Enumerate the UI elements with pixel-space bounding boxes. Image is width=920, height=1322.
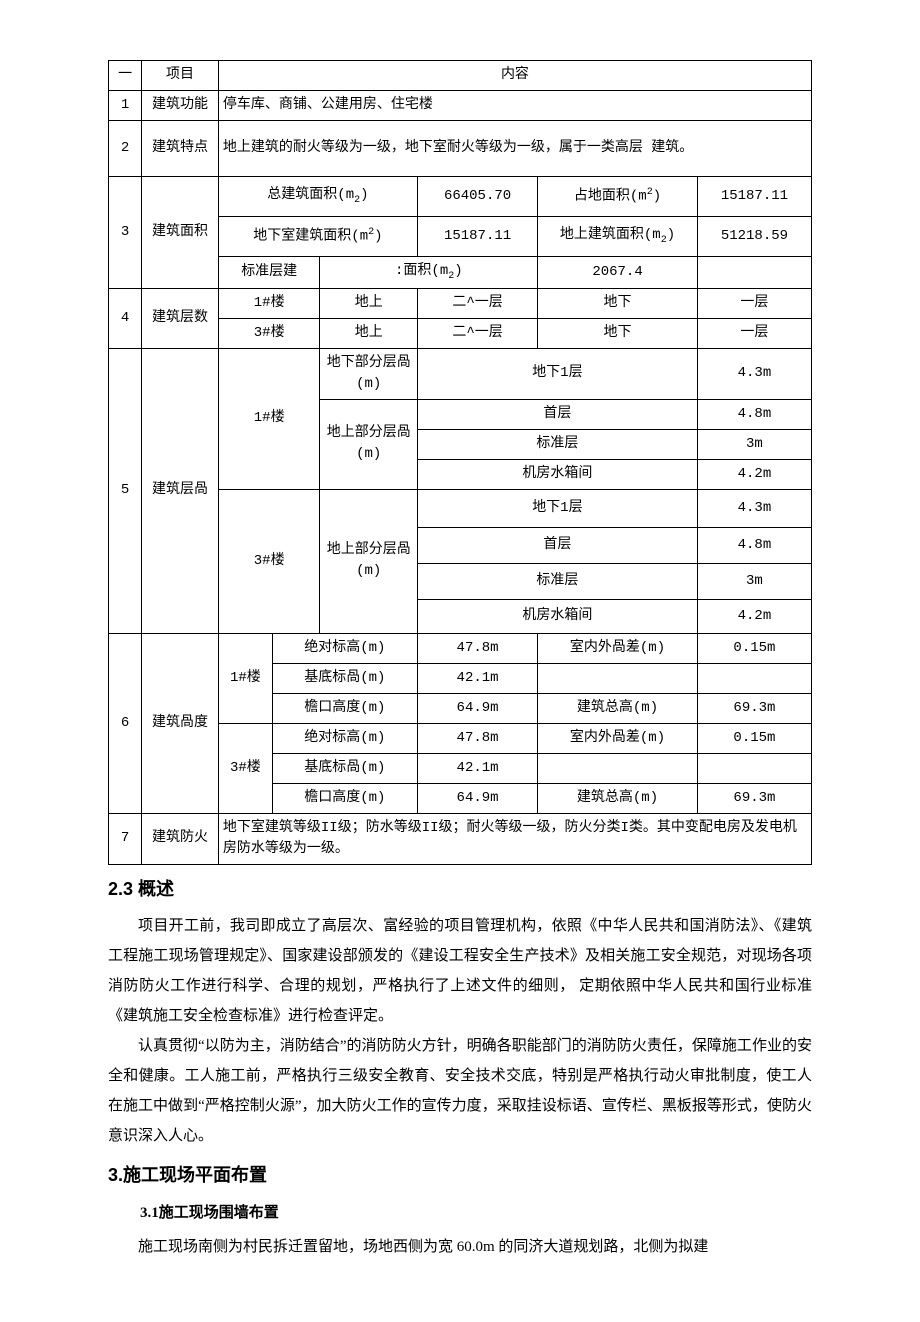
row5-b1a: 地上部分层咼(m): [320, 399, 417, 489]
row5-b3a3v: 4.2m: [697, 599, 811, 633]
row3-a1v: 66405.70: [417, 177, 537, 217]
th-seq: 一: [109, 61, 142, 91]
row6-b3r3bv: 69.3m: [697, 783, 811, 813]
row3-a3v: 2067.4: [538, 257, 698, 289]
row6-b1r3av: 64.9m: [417, 693, 537, 723]
row5-n: 5: [109, 348, 142, 633]
row3-a2l: 地下室建筑面积(m2): [218, 217, 417, 257]
row6-b3r1b: 室内外咼差(m): [538, 723, 698, 753]
row6-b1r1b: 室内外咼差(m): [538, 633, 698, 663]
row5-b1a2v: 3m: [697, 429, 811, 459]
row6-b3r2av: 42.1m: [417, 753, 537, 783]
row6-b1r2a: 基底标咼(m): [272, 663, 417, 693]
row6-b1r1bv: 0.15m: [697, 633, 811, 663]
row5-proj: 建筑层咼: [142, 348, 219, 633]
row3-a3blank: [697, 257, 811, 289]
row4-b1: 1#楼: [218, 288, 320, 318]
row6-b3r1bv: 0.15m: [697, 723, 811, 753]
building-spec-table: 一 项目 内容 1 建筑功能 停车库、商铺、公建用房、住宅楼 2 建筑特点 地上…: [108, 60, 812, 865]
row6-b1r2blank1: [538, 663, 698, 693]
row3-a2rv: 51218.59: [697, 217, 811, 257]
row3-proj: 建筑面积: [142, 177, 219, 289]
row6-b1r1av: 47.8m: [417, 633, 537, 663]
row3-n: 3: [109, 177, 142, 289]
row3-a2r: 地上建筑面积(m2): [538, 217, 698, 257]
row6-b1r3a: 檐口高度(m): [272, 693, 417, 723]
th-proj: 项目: [142, 61, 219, 91]
row4-b1v: 二^一层: [417, 288, 537, 318]
row6-n: 6: [109, 633, 142, 813]
row3-a1rv: 15187.11: [697, 177, 811, 217]
row6-b3r1av: 47.8m: [417, 723, 537, 753]
row6-b1r2av: 42.1m: [417, 663, 537, 693]
row5-b3a1: 首层: [417, 527, 697, 563]
row3-a2v: 15187.11: [417, 217, 537, 257]
row7-n: 7: [109, 813, 142, 864]
row4-b1b: 地下: [538, 288, 698, 318]
row6-b3r2blank1: [538, 753, 698, 783]
row5-b1: 1#楼: [218, 348, 320, 489]
row6-b3r1a: 绝对标高(m): [272, 723, 417, 753]
row3-a3l: 标准层建: [218, 257, 320, 289]
row5-b3a3: 机房水箱间: [417, 599, 697, 633]
row7-text: 地下室建筑等级II级；防水等级II级；耐火等级一级，防火分类I类。其中变配电房及…: [218, 813, 811, 864]
row5-b1u1: 地下1层: [417, 348, 697, 399]
row5-b3u1v: 4.3m: [697, 489, 811, 527]
row4-proj: 建筑层数: [142, 288, 219, 348]
row6-b3r3a: 檐口高度(m): [272, 783, 417, 813]
row5-b1a3: 机房水箱间: [417, 459, 697, 489]
row6-proj: 建筑咼度: [142, 633, 219, 813]
row4-b2b: 地下: [538, 318, 698, 348]
row5-b3: 3#楼: [218, 489, 320, 633]
heading-3: 3.施工现场平面布置: [108, 1161, 812, 1187]
row6-b3r3av: 64.9m: [417, 783, 537, 813]
row4-b2a: 地上: [320, 318, 417, 348]
row3-a1l: 总建筑面积(m2): [218, 177, 417, 217]
row6-b1r3bv: 69.3m: [697, 693, 811, 723]
row1-text: 停车库、商铺、公建用房、住宅楼: [218, 91, 811, 121]
row4-b2: 3#楼: [218, 318, 320, 348]
row2-n: 2: [109, 121, 142, 177]
row4-n: 4: [109, 288, 142, 348]
row5-b1a2: 标准层: [417, 429, 697, 459]
row4-b2v: 二^一层: [417, 318, 537, 348]
row6-b1r2blank2: [697, 663, 811, 693]
row5-b3a2: 标准层: [417, 563, 697, 599]
para-2-3-2: 认真贯彻“以防为主，消防结合”的消防防火方针，明确各职能部门的消防防火责任，保障…: [108, 1031, 812, 1151]
row3-a1r: 占地面积(m2): [538, 177, 698, 217]
row6-b3r2a: 基底标咼(m): [272, 753, 417, 783]
row6-b1r3b: 建筑总高(m): [538, 693, 698, 723]
row5-b1a1: 首层: [417, 399, 697, 429]
heading-3-1: 3.1施工现场围墙布置: [140, 1201, 812, 1222]
row5-b3a: 地上部分层咼(m): [320, 489, 417, 633]
row6-b3r3b: 建筑总高(m): [538, 783, 698, 813]
row5-b1a1v: 4.8m: [697, 399, 811, 429]
row2-text: 地上建筑的耐火等级为一级，地下室耐火等级为一级，属于一类高层 建筑。: [218, 121, 811, 177]
row5-b3a2v: 3m: [697, 563, 811, 599]
row3-a3l2: :面积(m2): [320, 257, 538, 289]
row6-b3r2blank2: [697, 753, 811, 783]
row2-proj: 建筑特点: [142, 121, 219, 177]
row4-b1a: 地上: [320, 288, 417, 318]
row6-b1r1a: 绝对标高(m): [272, 633, 417, 663]
para-3-1-1: 施工现场南侧为村民拆迁置留地，场地西侧为宽 60.0m 的同济大道规划路，北侧为…: [108, 1232, 812, 1262]
row1-proj: 建筑功能: [142, 91, 219, 121]
row5-b3u1: 地下1层: [417, 489, 697, 527]
row5-b1u1v: 4.3m: [697, 348, 811, 399]
row4-b1bv: 一层: [697, 288, 811, 318]
row6-b1: 1#楼: [218, 633, 272, 723]
row5-b1a3v: 4.2m: [697, 459, 811, 489]
para-2-3-1: 项目开工前，我司即成立了高层次、富经验的项目管理机构，依照《中华人民共和国消防法…: [108, 911, 812, 1031]
row5-b3a1v: 4.8m: [697, 527, 811, 563]
th-content: 内容: [218, 61, 811, 91]
row1-n: 1: [109, 91, 142, 121]
heading-2-3: 2.3 概述: [108, 875, 812, 901]
row5-b1u: 地下部分层咼(m): [320, 348, 417, 399]
row7-proj: 建筑防火: [142, 813, 219, 864]
row4-b2bv: 一层: [697, 318, 811, 348]
row6-b3: 3#楼: [218, 723, 272, 813]
